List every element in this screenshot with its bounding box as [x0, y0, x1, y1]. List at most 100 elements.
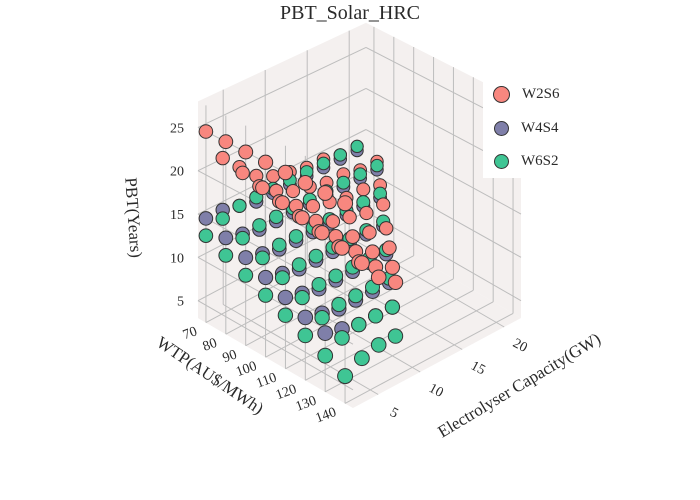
data-point-w6s2[interactable]: [331, 296, 347, 313]
data-point-w2s6[interactable]: [317, 185, 334, 201]
legend-label: W4S4: [521, 119, 559, 136]
data-point-w6s2[interactable]: [238, 267, 254, 283]
legend-label: W6S2: [521, 152, 559, 169]
data-point-w4s4[interactable]: [218, 230, 234, 246]
data-point-w6s2[interactable]: [277, 307, 294, 323]
data-point-w2s6[interactable]: [384, 259, 400, 275]
data-point-w6s2[interactable]: [351, 316, 367, 333]
z-gridline: [197, 213, 354, 299]
data-point-w2s6[interactable]: [255, 180, 270, 196]
data-point-w4s4[interactable]: [258, 269, 274, 286]
data-point-w6s2[interactable]: [218, 248, 234, 263]
legend: W2S6 W4S4 W6S2: [483, 76, 585, 178]
legend-label: W2S6: [522, 85, 560, 102]
data-point-w2s6[interactable]: [342, 210, 357, 225]
data-point-w6s2[interactable]: [314, 310, 330, 326]
data-point-w2s6[interactable]: [379, 221, 394, 236]
data-point-w6s2[interactable]: [258, 287, 274, 303]
data-point-w4s4[interactable]: [317, 325, 334, 342]
data-point-w6s2[interactable]: [328, 268, 344, 284]
data-points: [198, 124, 404, 385]
data-point-w6s2[interactable]: [272, 237, 287, 253]
data-point-w6s2[interactable]: [232, 198, 247, 213]
z-tick-label: 20: [170, 165, 184, 180]
y-gridline: [285, 278, 454, 370]
data-point-w6s2[interactable]: [288, 229, 304, 244]
data-point-w6s2[interactable]: [274, 270, 290, 286]
data-point-w6s2[interactable]: [291, 257, 307, 273]
data-point-w2s6[interactable]: [387, 274, 404, 290]
data-point-w2s6[interactable]: [198, 124, 214, 139]
legend-item-w6s2[interactable]: W6S2: [493, 149, 559, 173]
data-point-w2s6[interactable]: [370, 269, 387, 286]
y-tick-label: 110: [254, 370, 278, 391]
data-point-w2s6[interactable]: [266, 169, 281, 184]
y-tick-label: 70: [181, 324, 199, 343]
data-point-w6s2[interactable]: [294, 290, 310, 306]
data-point-w4s4[interactable]: [198, 211, 214, 226]
data-point-w6s2[interactable]: [368, 308, 384, 324]
data-point-w6s2[interactable]: [350, 139, 364, 153]
data-point-w2s6[interactable]: [218, 134, 234, 150]
y-tick-label: 90: [221, 347, 239, 366]
data-point-w6s2[interactable]: [348, 288, 364, 304]
data-point-w6s2[interactable]: [334, 330, 350, 346]
x-gridline: [222, 304, 379, 395]
data-point-w2s6[interactable]: [365, 244, 380, 260]
data-point-w4s4[interactable]: [238, 250, 254, 266]
data-point-w2s6[interactable]: [359, 205, 374, 221]
data-point-w2s6[interactable]: [362, 225, 377, 240]
y-tick-label: 140: [314, 405, 339, 426]
x-tick-label: 10: [426, 381, 445, 401]
data-point-w4s4[interactable]: [297, 309, 314, 326]
data-point-w2s6[interactable]: [354, 255, 370, 272]
legend-item-w4s4[interactable]: W4S4: [493, 116, 559, 140]
data-point-w2s6[interactable]: [258, 154, 274, 170]
data-point-w2s6[interactable]: [235, 165, 250, 181]
data-point-w4s4[interactable]: [277, 289, 294, 306]
data-point-w6s2[interactable]: [252, 218, 267, 233]
legend-item-w2s6[interactable]: W2S6: [493, 82, 560, 106]
data-point-w2s6[interactable]: [337, 195, 354, 212]
data-point-w2s6[interactable]: [345, 229, 361, 245]
z-gridline: [197, 300, 354, 391]
data-point-w2s6[interactable]: [305, 199, 321, 214]
y-tick-label: 130: [294, 394, 319, 415]
data-point-w2s6[interactable]: [381, 240, 397, 256]
data-point-w6s2[interactable]: [269, 209, 284, 225]
data-point-w6s2[interactable]: [336, 175, 351, 190]
data-point-w6s2[interactable]: [333, 148, 347, 162]
data-point-w2s6[interactable]: [294, 210, 310, 226]
data-point-w6s2[interactable]: [215, 211, 230, 226]
data-point-w2s6[interactable]: [277, 164, 294, 181]
data-point-w2s6[interactable]: [274, 195, 290, 211]
axis-panes: [198, 22, 521, 409]
data-point-w6s2[interactable]: [255, 250, 270, 266]
data-point-w6s2[interactable]: [235, 230, 250, 246]
data-point-w6s2[interactable]: [198, 228, 214, 243]
data-point-w6s2[interactable]: [337, 368, 354, 385]
data-point-w6s2[interactable]: [370, 337, 387, 353]
data-point-w2s6[interactable]: [325, 214, 341, 229]
data-point-w2s6[interactable]: [215, 150, 230, 166]
data-point-w2s6[interactable]: [334, 240, 350, 256]
data-point-w2s6[interactable]: [376, 197, 391, 212]
data-point-w2s6[interactable]: [314, 225, 330, 241]
data-point-w6s2[interactable]: [316, 156, 331, 171]
data-point-w6s2[interactable]: [387, 328, 404, 344]
x-tick-label: 15: [468, 359, 487, 379]
data-point-w2s6[interactable]: [285, 184, 301, 199]
data-point-w6s2[interactable]: [297, 327, 314, 344]
data-point-w2s6[interactable]: [297, 175, 314, 191]
data-point-w6s2[interactable]: [308, 248, 324, 264]
data-point-w6s2[interactable]: [370, 158, 384, 173]
data-point-w2s6[interactable]: [356, 182, 371, 197]
data-point-w6s2[interactable]: [354, 350, 370, 367]
data-point-w6s2[interactable]: [311, 277, 327, 292]
data-point-w2s6[interactable]: [238, 144, 254, 160]
data-point-w6s2[interactable]: [353, 167, 368, 181]
data-point-w6s2[interactable]: [384, 299, 400, 315]
data-point-w6s2[interactable]: [317, 347, 334, 364]
